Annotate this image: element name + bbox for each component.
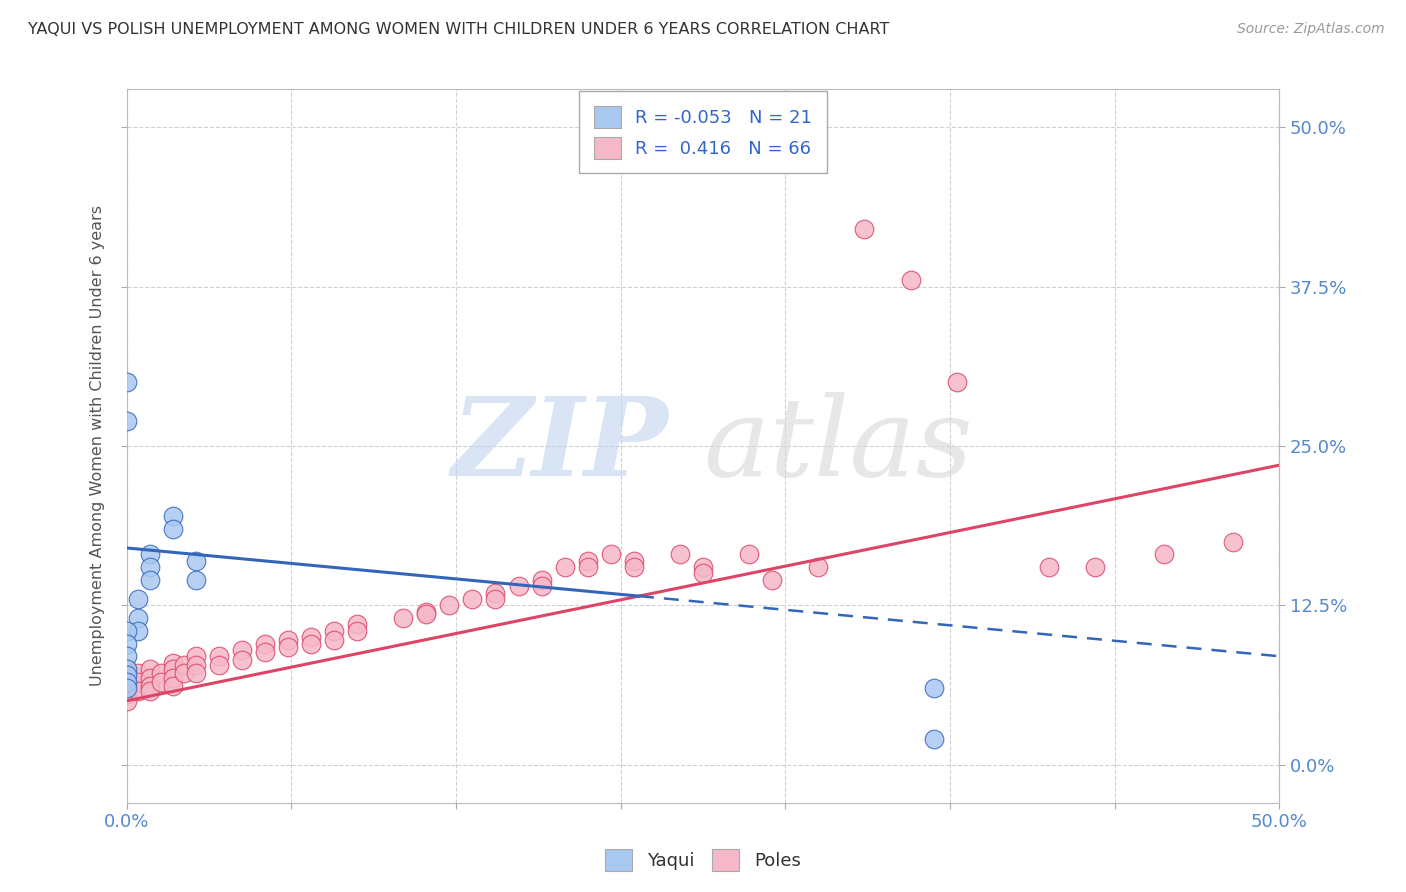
Legend: Yaqui, Poles: Yaqui, Poles: [598, 842, 808, 879]
Point: [138, 683, 160, 698]
Point: [184, 665, 207, 680]
Point: [138, 662, 160, 676]
Point: [162, 656, 184, 670]
Point: [184, 554, 207, 568]
Point: [231, 643, 253, 657]
Point: [127, 624, 149, 638]
Point: [623, 560, 645, 574]
Point: [1038, 560, 1060, 574]
Point: [392, 611, 415, 625]
Point: [138, 560, 160, 574]
Point: [508, 579, 530, 593]
Point: [669, 547, 692, 561]
Point: [807, 560, 830, 574]
Point: [346, 624, 368, 638]
Point: [115, 688, 138, 702]
Point: [162, 679, 184, 693]
Text: YAQUI VS POLISH UNEMPLOYMENT AMONG WOMEN WITH CHILDREN UNDER 6 YEARS CORRELATION: YAQUI VS POLISH UNEMPLOYMENT AMONG WOMEN…: [28, 22, 890, 37]
Point: [208, 649, 231, 664]
Point: [115, 636, 138, 650]
Point: [162, 509, 184, 524]
Point: [945, 376, 967, 390]
Point: [115, 649, 138, 664]
Point: [922, 681, 945, 695]
Text: atlas: atlas: [703, 392, 973, 500]
Point: [692, 560, 714, 574]
Point: [127, 591, 149, 606]
Point: [138, 573, 160, 587]
Point: [115, 413, 138, 427]
Point: [576, 560, 599, 574]
Point: [127, 674, 149, 689]
Point: [599, 547, 621, 561]
Point: [115, 662, 138, 676]
Point: [162, 662, 184, 676]
Point: [184, 658, 207, 673]
Point: [530, 579, 553, 593]
Point: [623, 554, 645, 568]
Point: [184, 573, 207, 587]
Point: [277, 640, 299, 655]
Point: [115, 694, 138, 708]
Legend: R = -0.053   N = 21, R =  0.416   N = 66: R = -0.053 N = 21, R = 0.416 N = 66: [579, 91, 827, 173]
Point: [150, 674, 173, 689]
Point: [138, 671, 160, 685]
Point: [253, 636, 276, 650]
Point: [231, 653, 253, 667]
Point: [484, 585, 506, 599]
Point: [922, 732, 945, 747]
Point: [323, 624, 346, 638]
Point: [323, 632, 346, 647]
Point: [173, 658, 195, 673]
Point: [1222, 534, 1244, 549]
Point: [761, 573, 783, 587]
Point: [415, 605, 437, 619]
Point: [346, 617, 368, 632]
Point: [900, 273, 922, 287]
Point: [115, 671, 138, 685]
Point: [484, 591, 506, 606]
Point: [208, 658, 231, 673]
Y-axis label: Unemployment Among Women with Children Under 6 years: Unemployment Among Women with Children U…: [90, 205, 105, 687]
Point: [253, 645, 276, 659]
Point: [184, 649, 207, 664]
Point: [576, 554, 599, 568]
Point: [277, 632, 299, 647]
Point: [461, 591, 484, 606]
Point: [738, 547, 761, 561]
Point: [150, 665, 173, 680]
Text: ZIP: ZIP: [451, 392, 668, 500]
Point: [1084, 560, 1107, 574]
Point: [127, 665, 149, 680]
Point: [439, 599, 461, 613]
Point: [299, 630, 322, 644]
Point: [127, 611, 149, 625]
Point: [138, 547, 160, 561]
Point: [115, 662, 138, 676]
Point: [127, 683, 149, 698]
Point: [138, 679, 160, 693]
Point: [530, 573, 553, 587]
Point: [115, 624, 138, 638]
Point: [1153, 547, 1175, 561]
Point: [415, 607, 437, 622]
Point: [115, 681, 138, 695]
Point: [692, 566, 714, 581]
Point: [162, 671, 184, 685]
Point: [554, 560, 576, 574]
Point: [115, 674, 138, 689]
Point: [115, 679, 138, 693]
Point: [162, 522, 184, 536]
Point: [115, 376, 138, 390]
Point: [173, 665, 195, 680]
Point: [853, 222, 876, 236]
Point: [115, 668, 138, 682]
Point: [299, 636, 322, 650]
Text: Source: ZipAtlas.com: Source: ZipAtlas.com: [1237, 22, 1385, 37]
